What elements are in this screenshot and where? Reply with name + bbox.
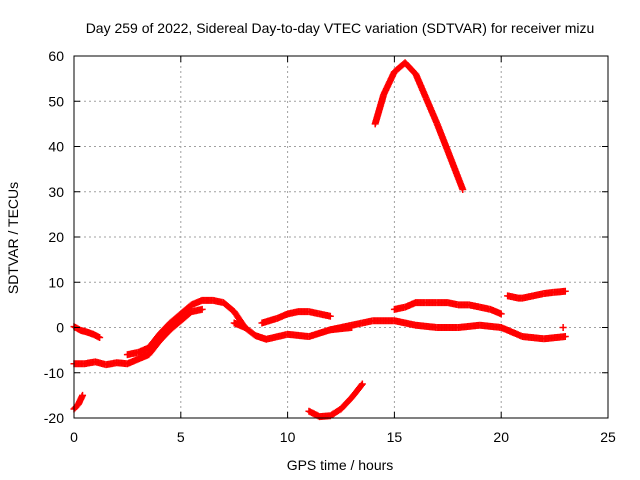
data-point-markers: [74, 391, 87, 408]
x-tick-label: 25: [600, 429, 616, 445]
data-point-markers: [412, 70, 430, 102]
data-series-arc-8: [305, 380, 366, 421]
x-tick-label: 0: [70, 429, 78, 445]
data-series-arc-12: [559, 324, 567, 331]
data-points: [70, 59, 569, 421]
data-point-markers: [220, 299, 237, 315]
data-point-marker: [559, 324, 567, 331]
data-series-arc-10: [390, 299, 505, 318]
data-point-markers: [145, 338, 162, 359]
data-point-markers: [422, 95, 440, 126]
data-point-markers: [177, 309, 194, 325]
data-point-markers: [433, 120, 451, 154]
data-series-arc-3: [70, 305, 206, 369]
data-point-markers: [166, 311, 184, 327]
data-point-markers: [155, 320, 173, 338]
data-point-markers: [166, 318, 184, 334]
data-point-markers: [497, 324, 525, 340]
y-tick-label: -10: [44, 365, 64, 381]
data-series-arc-5: [230, 319, 249, 331]
data-series-arc-7: [326, 317, 569, 343]
data-point-markers: [326, 406, 344, 420]
y-tick-label: 0: [56, 320, 64, 336]
x-tick-label: 15: [387, 429, 403, 445]
data-point-markers: [401, 59, 419, 77]
axis-ticks: 0 5 10 15 20 25 -20 -10 0 10 20 30 40 50 60: [44, 48, 616, 445]
data-point-markers: [316, 310, 334, 320]
y-tick-label: 20: [48, 229, 64, 245]
data-point-markers: [187, 305, 206, 316]
x-tick-label: 20: [493, 429, 509, 445]
y-tick-label: 40: [48, 139, 64, 155]
data-series-arc-1: [70, 323, 104, 341]
data-point-markers: [444, 147, 467, 193]
data-point-markers: [89, 330, 104, 341]
y-tick-label: -20: [44, 410, 64, 426]
data-series-arc-11: [504, 287, 569, 302]
data-point-markers: [337, 395, 355, 413]
data-point-markers: [155, 327, 173, 345]
y-tick-label: 10: [48, 274, 64, 290]
data-point-markers: [487, 305, 505, 318]
data-point-markers: [177, 302, 194, 318]
data-series-arc-9: [371, 59, 467, 193]
data-point-markers: [145, 332, 162, 352]
y-tick-label: 60: [48, 48, 64, 64]
x-tick-label: 5: [177, 429, 185, 445]
data-point-markers: [258, 315, 279, 327]
grid: [74, 56, 608, 418]
x-axis-label: GPS time / hours: [287, 457, 394, 473]
data-point-markers: [380, 69, 398, 98]
x-tick-label: 10: [280, 429, 296, 445]
data-point-markers: [540, 333, 569, 343]
data-point-markers: [551, 287, 569, 296]
y-tick-label: 50: [48, 93, 64, 109]
data-point-markers: [371, 92, 387, 128]
data-point-markers: [305, 326, 333, 341]
data-point-markers: [230, 319, 249, 331]
data-point-markers: [348, 380, 366, 402]
chart-title: Day 259 of 2022, Sidereal Day-to-day VTE…: [86, 20, 595, 36]
y-tick-label: 30: [48, 184, 64, 200]
y-axis-label: SDTVAR / TECUs: [5, 182, 21, 294]
data-series-arc-6: [258, 308, 334, 327]
